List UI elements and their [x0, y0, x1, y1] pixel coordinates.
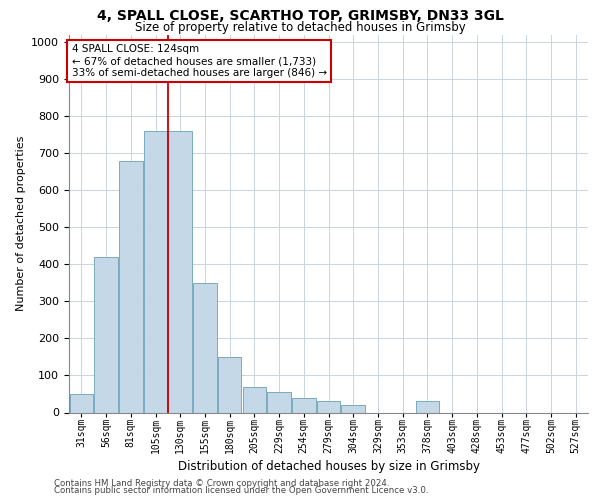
- Text: 4, SPALL CLOSE, SCARTHO TOP, GRIMSBY, DN33 3GL: 4, SPALL CLOSE, SCARTHO TOP, GRIMSBY, DN…: [97, 9, 503, 23]
- Text: 4 SPALL CLOSE: 124sqm
← 67% of detached houses are smaller (1,733)
33% of semi-d: 4 SPALL CLOSE: 124sqm ← 67% of detached …: [71, 44, 327, 78]
- Bar: [218, 357, 241, 412]
- Bar: [292, 398, 316, 412]
- Bar: [169, 131, 192, 412]
- Text: Size of property relative to detached houses in Grimsby: Size of property relative to detached ho…: [134, 22, 466, 35]
- Bar: [70, 394, 93, 412]
- Text: Contains HM Land Registry data © Crown copyright and database right 2024.: Contains HM Land Registry data © Crown c…: [54, 478, 389, 488]
- Bar: [341, 405, 365, 412]
- X-axis label: Distribution of detached houses by size in Grimsby: Distribution of detached houses by size …: [178, 460, 479, 473]
- Y-axis label: Number of detached properties: Number of detached properties: [16, 136, 26, 312]
- Bar: [119, 161, 143, 412]
- Bar: [268, 392, 291, 412]
- Bar: [416, 402, 439, 412]
- Bar: [144, 131, 167, 412]
- Bar: [317, 402, 340, 412]
- Bar: [193, 283, 217, 412]
- Bar: [242, 386, 266, 412]
- Text: Contains public sector information licensed under the Open Government Licence v3: Contains public sector information licen…: [54, 486, 428, 495]
- Bar: [94, 257, 118, 412]
